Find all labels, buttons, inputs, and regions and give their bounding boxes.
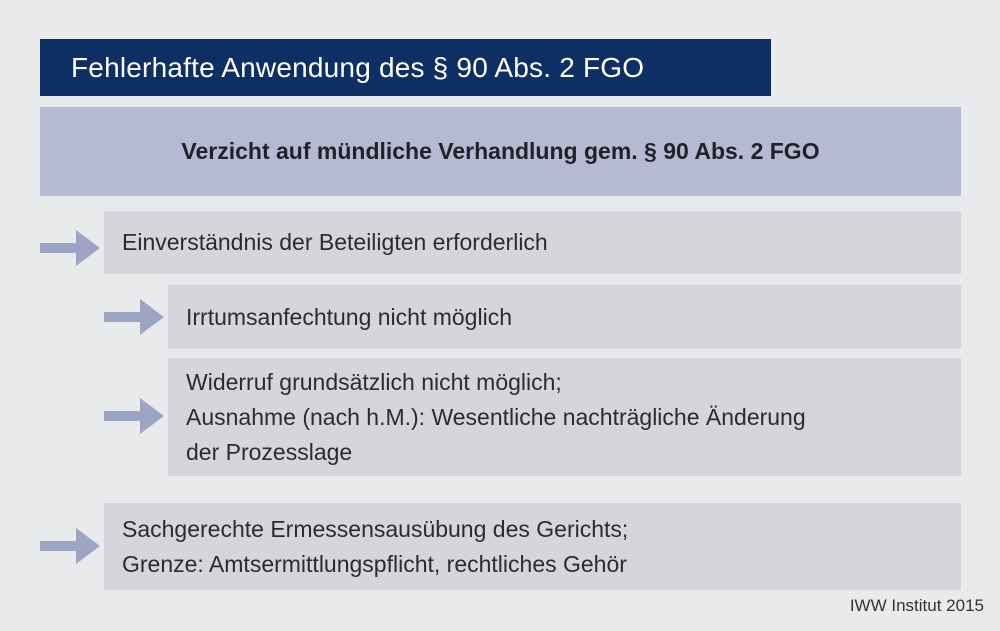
list-item: Einverständnis der Beteiligten erforderl… xyxy=(104,211,961,274)
copyright-label: IWW Institut 2015 xyxy=(849,596,984,615)
right-arrow-icon xyxy=(40,528,100,564)
list-item: Irrtumsanfechtung nicht möglich xyxy=(168,285,961,349)
list-item-line: Grenze: Amtsermittlungspflicht, rechtlic… xyxy=(122,550,627,577)
diagram-title: Fehlerhafte Anwendung des § 90 Abs. 2 FG… xyxy=(40,39,771,96)
list-item-line: Ausnahme (nach h.M.): Wesentliche nachtr… xyxy=(186,403,806,430)
list-item-line: Widerruf grundsätzlich nicht möglich; xyxy=(186,368,562,395)
right-arrow-icon xyxy=(104,398,164,434)
list-item-line: Sachgerechte Ermessensausübung des Geric… xyxy=(122,515,629,542)
diagram-subtitle: Verzicht auf mündliche Verhandlung gem. … xyxy=(40,107,961,196)
right-arrow-icon xyxy=(104,299,164,335)
diagram-subtitle-text: Verzicht auf mündliche Verhandlung gem. … xyxy=(181,138,820,164)
list-item: Sachgerechte Ermessensausübung des Geric… xyxy=(104,503,961,590)
right-arrow-icon xyxy=(40,230,100,266)
diagram-title-text: Fehlerhafte Anwendung des § 90 Abs. 2 FG… xyxy=(71,51,645,83)
list-item-line: Irrtumsanfechtung nicht möglich xyxy=(186,303,512,330)
list-item-line: der Prozesslage xyxy=(186,438,353,465)
list-item-line: Einverständnis der Beteiligten erforderl… xyxy=(122,229,548,255)
list-item: Widerruf grundsätzlich nicht möglich; Au… xyxy=(168,358,961,476)
